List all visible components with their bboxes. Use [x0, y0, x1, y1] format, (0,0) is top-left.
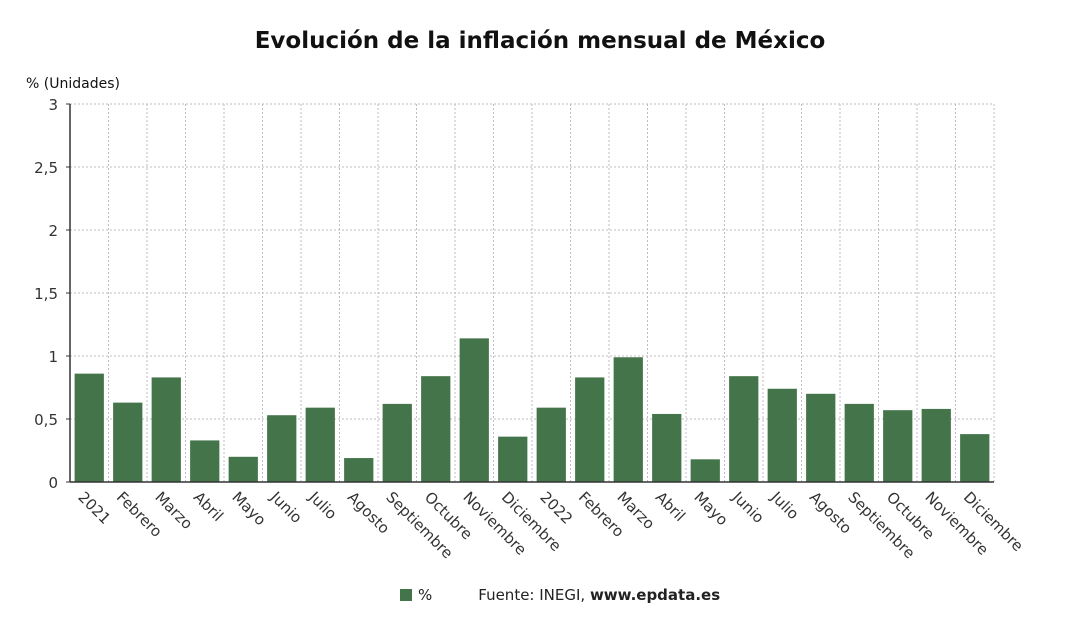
y-tick-label: 1,5 [34, 285, 58, 303]
bar [74, 373, 104, 482]
y-tick-label: 1 [48, 348, 58, 366]
bar [883, 410, 913, 482]
x-tick-label: Agosto [806, 488, 855, 537]
bar [344, 458, 374, 482]
bar [228, 456, 258, 482]
source-domain: www.epdata.es [589, 586, 721, 604]
legend-swatch [400, 589, 412, 601]
x-tick-label: Julio [767, 487, 803, 523]
source-text: Fuente: INEGI, www.epdata.es [478, 586, 720, 604]
x-tick-label: Agosto [344, 488, 393, 537]
y-axis-label: % (Unidades) [26, 76, 120, 92]
x-tick-label: Junio [728, 487, 767, 526]
bar [729, 376, 759, 482]
bar [267, 415, 297, 482]
axes [66, 103, 994, 483]
bar [690, 459, 720, 482]
bar [421, 376, 451, 482]
y-tick-labels: 0 0,5 1 1,5 2 2,5 3 [34, 96, 58, 492]
bar [613, 357, 643, 482]
grid [70, 103, 995, 482]
bar [113, 402, 143, 482]
bar [844, 403, 874, 482]
chart-title: Evolución de la inflación mensual de Méx… [254, 28, 826, 54]
bar [498, 436, 528, 482]
legend: % Fuente: INEGI, www.epdata.es [400, 586, 720, 604]
bar [806, 393, 836, 482]
y-tick-label: 3 [48, 96, 58, 114]
y-tick-label: 0 [48, 474, 58, 492]
bar [921, 408, 951, 482]
bar [767, 388, 797, 482]
bar [575, 377, 605, 482]
legend-label: % [418, 586, 433, 604]
bar [190, 440, 220, 482]
y-tick-label: 2,5 [34, 159, 58, 177]
bar [652, 413, 682, 482]
source-prefix: Fuente: INEGI, [478, 586, 590, 604]
y-tick-label: 2 [48, 222, 58, 240]
y-tick-label: 0,5 [34, 411, 58, 429]
bars [74, 338, 990, 482]
x-tick-label: Junio [266, 487, 305, 526]
x-tick-label: Julio [305, 487, 341, 523]
bar [960, 434, 990, 482]
x-tick-label: 2021 [74, 488, 114, 528]
bar [305, 407, 335, 482]
x-tick-label: Mayo [228, 488, 269, 529]
bar [151, 377, 181, 482]
bar [382, 403, 412, 482]
bar [459, 338, 489, 482]
x-tick-label: Mayo [690, 488, 731, 529]
bar [536, 407, 566, 482]
